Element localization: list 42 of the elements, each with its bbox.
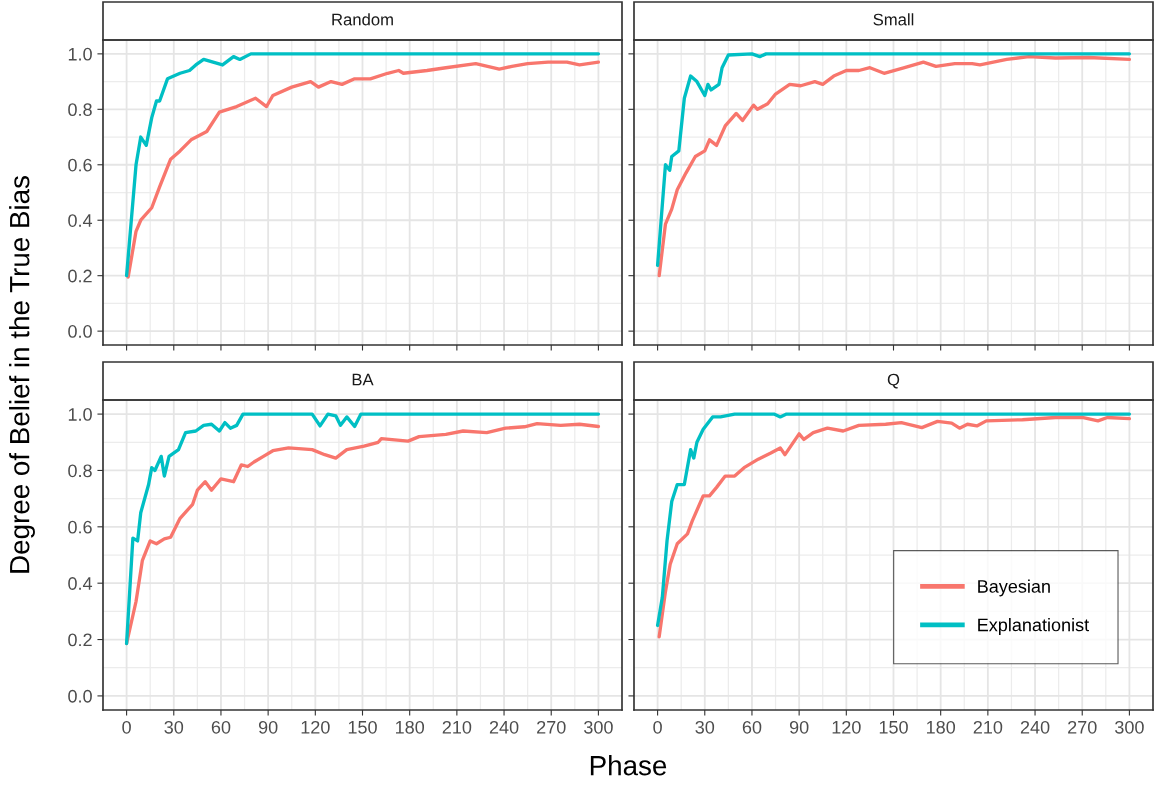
y-axis-title: Degree of Belief in the True Bias — [9, 176, 35, 573]
x-tick-label: 300 — [1115, 720, 1144, 734]
x-tick-label: 240 — [1020, 720, 1050, 734]
x-tick-label: 270 — [1068, 720, 1097, 734]
y-tick-label: 1.0 — [68, 47, 92, 61]
y-tick-label: 0.8 — [68, 464, 92, 478]
x-tick-label: 270 — [537, 720, 566, 734]
y-tick-label: 0.2 — [68, 269, 92, 283]
x-tick-label: 60 — [211, 720, 231, 734]
legend-label: Explanationist — [978, 618, 1090, 635]
x-tick-label: 210 — [442, 720, 472, 734]
x-tick-label: 90 — [258, 720, 278, 734]
y-tick-label: 0.0 — [68, 325, 92, 338]
chart-title: Q — [887, 373, 900, 389]
x-tick-label: 180 — [927, 720, 956, 734]
chart-title: BA — [352, 373, 374, 386]
legend-label: Bayesian — [978, 579, 1050, 597]
x-tick-label: 120 — [301, 720, 330, 734]
y-tick-label: 0.8 — [68, 103, 92, 117]
x-tick-label: 210 — [973, 720, 1003, 734]
x-tick-label: 180 — [396, 720, 425, 734]
x-tick-label: 60 — [742, 720, 762, 734]
y-tick-label: 0.0 — [68, 689, 92, 703]
x-tick-label: 30 — [695, 720, 715, 734]
x-axis-title: Phase — [590, 755, 667, 776]
x-tick-label: 300 — [584, 720, 613, 734]
y-tick-label: 0.6 — [68, 520, 92, 534]
y-tick-label: 0.6 — [68, 158, 92, 172]
x-tick-label: 120 — [832, 720, 861, 734]
x-tick-label: 30 — [164, 720, 184, 734]
y-tick-label: 0.4 — [68, 214, 93, 227]
y-tick-label: 1.0 — [68, 408, 92, 421]
x-tick-label: 0 — [122, 720, 131, 734]
y-tick-label: 0.2 — [68, 633, 92, 647]
x-tick-label: 150 — [879, 720, 908, 734]
x-tick-label: 150 — [348, 720, 377, 734]
x-tick-label: 90 — [789, 720, 809, 734]
x-tick-label: 240 — [489, 720, 519, 734]
chart-title: Random — [332, 13, 393, 26]
chart-title: Small — [873, 13, 914, 26]
y-tick-label: 0.4 — [68, 577, 93, 590]
x-tick-label: 0 — [653, 720, 662, 734]
